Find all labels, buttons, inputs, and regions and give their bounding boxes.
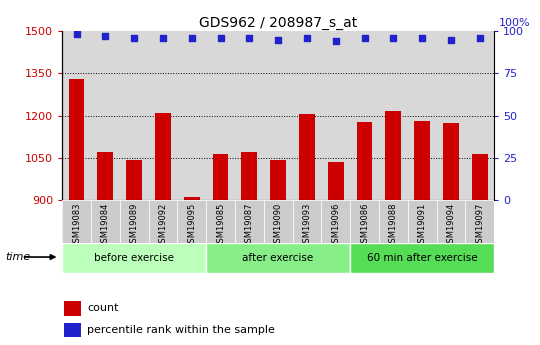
Point bbox=[389, 35, 397, 41]
Bar bbox=[69, 79, 84, 200]
Point bbox=[274, 37, 282, 42]
Text: after exercise: after exercise bbox=[242, 253, 314, 263]
Point bbox=[360, 35, 369, 41]
Bar bbox=[148, 200, 177, 243]
Text: GSM19088: GSM19088 bbox=[389, 202, 398, 248]
Bar bbox=[62, 200, 91, 243]
Bar bbox=[241, 152, 257, 200]
Bar bbox=[62, 200, 494, 243]
Bar bbox=[472, 155, 488, 200]
Bar bbox=[264, 200, 293, 243]
Point bbox=[72, 32, 81, 37]
Bar bbox=[126, 160, 142, 200]
Point bbox=[475, 35, 484, 41]
Text: before exercise: before exercise bbox=[94, 253, 174, 263]
Text: GSM19085: GSM19085 bbox=[216, 202, 225, 248]
Bar bbox=[155, 113, 171, 200]
Bar bbox=[293, 200, 321, 243]
Bar bbox=[235, 200, 264, 243]
Text: time: time bbox=[5, 252, 31, 262]
Point bbox=[418, 35, 427, 41]
Point bbox=[302, 35, 311, 41]
Text: 60 min after exercise: 60 min after exercise bbox=[367, 253, 477, 263]
Text: GSM19097: GSM19097 bbox=[475, 202, 484, 248]
Bar bbox=[443, 124, 459, 200]
Text: GSM19092: GSM19092 bbox=[158, 202, 167, 247]
Point bbox=[447, 37, 455, 42]
Text: GSM19087: GSM19087 bbox=[245, 202, 254, 248]
Bar bbox=[436, 200, 465, 243]
Bar bbox=[414, 121, 430, 200]
Bar bbox=[350, 200, 379, 243]
Bar bbox=[328, 162, 343, 200]
Text: GSM19090: GSM19090 bbox=[274, 202, 282, 247]
Bar bbox=[356, 122, 373, 200]
Bar bbox=[408, 200, 436, 243]
Bar bbox=[206, 243, 350, 273]
Point bbox=[130, 35, 138, 41]
Text: GSM19091: GSM19091 bbox=[417, 202, 427, 247]
Bar bbox=[64, 323, 80, 337]
Text: GSM19093: GSM19093 bbox=[302, 202, 312, 248]
Bar bbox=[184, 197, 200, 200]
Bar bbox=[97, 152, 113, 200]
Bar bbox=[465, 200, 494, 243]
Bar bbox=[213, 154, 228, 200]
Title: GDS962 / 208987_s_at: GDS962 / 208987_s_at bbox=[199, 16, 357, 30]
Point bbox=[101, 33, 110, 39]
Point bbox=[187, 35, 196, 41]
Bar bbox=[206, 200, 235, 243]
Bar bbox=[177, 200, 206, 243]
Bar bbox=[64, 301, 80, 316]
Text: GSM19094: GSM19094 bbox=[447, 202, 455, 247]
Text: GSM19089: GSM19089 bbox=[130, 202, 139, 248]
Bar bbox=[270, 160, 286, 200]
Text: GSM19083: GSM19083 bbox=[72, 202, 81, 248]
Point bbox=[216, 35, 225, 41]
Bar bbox=[379, 200, 408, 243]
Text: GSM19095: GSM19095 bbox=[187, 202, 196, 247]
Text: GSM19086: GSM19086 bbox=[360, 202, 369, 248]
Text: GSM19084: GSM19084 bbox=[101, 202, 110, 248]
Bar bbox=[350, 243, 494, 273]
Point bbox=[245, 35, 254, 41]
Bar bbox=[62, 243, 206, 273]
Text: percentile rank within the sample: percentile rank within the sample bbox=[87, 325, 275, 335]
Bar bbox=[120, 200, 148, 243]
Text: count: count bbox=[87, 303, 119, 313]
Point bbox=[159, 35, 167, 41]
Text: GSM19096: GSM19096 bbox=[331, 202, 340, 248]
Point bbox=[332, 38, 340, 44]
Bar bbox=[386, 110, 401, 200]
Bar bbox=[321, 200, 350, 243]
Text: 100%: 100% bbox=[498, 18, 530, 28]
Bar bbox=[91, 200, 120, 243]
Bar bbox=[299, 114, 315, 200]
